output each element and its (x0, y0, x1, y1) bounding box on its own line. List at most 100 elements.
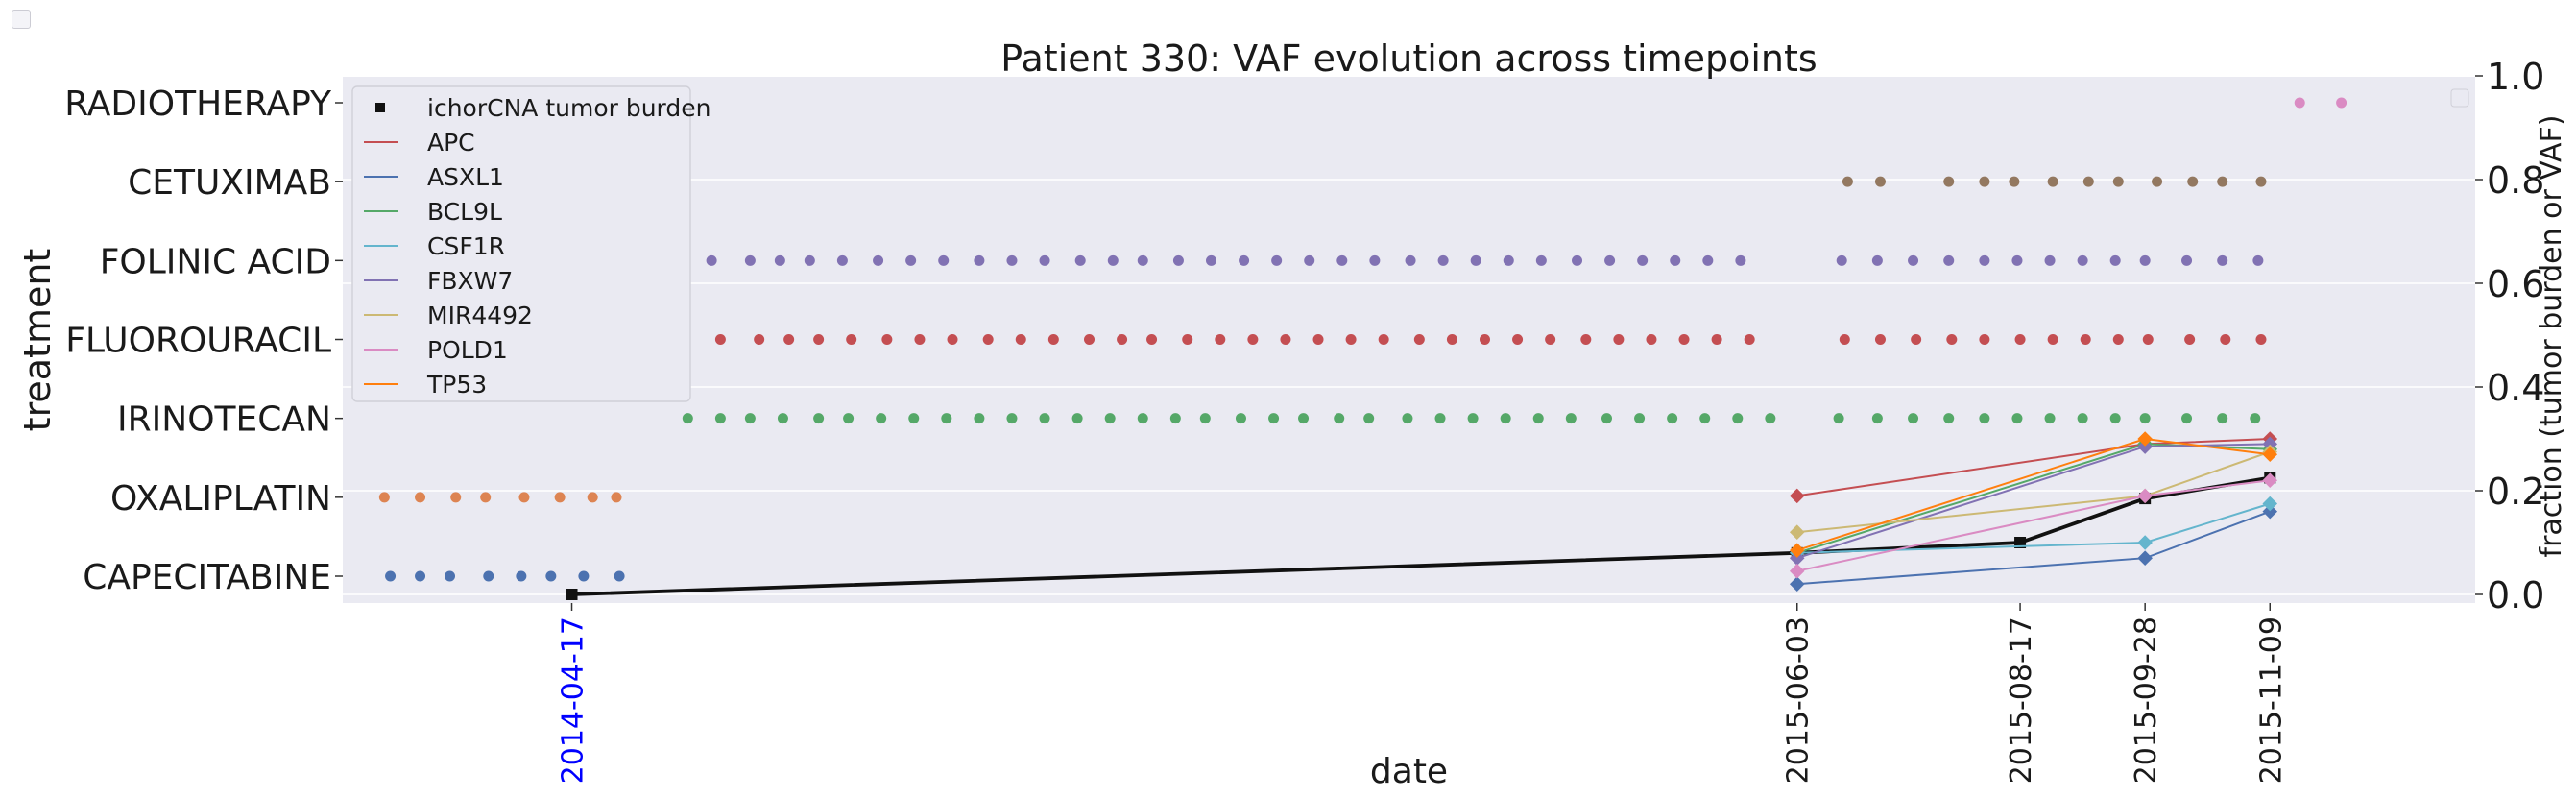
treatment-point (813, 413, 825, 424)
treatment-point (587, 492, 598, 503)
treatment-point (2255, 176, 2267, 187)
treatment-point (1215, 334, 1226, 345)
treatment-point (2181, 254, 2193, 266)
treatment-point (1363, 413, 1375, 424)
treatment-point (2217, 413, 2228, 424)
series-tp53 (1789, 431, 2278, 558)
treatment-point (1908, 413, 1919, 424)
treatment-point (578, 570, 590, 582)
treatment-point (706, 254, 717, 266)
treatment-point (2011, 413, 2023, 424)
treatment-point (1298, 413, 1310, 424)
treatment-point (2255, 334, 2267, 345)
treatment-point (1074, 254, 1086, 266)
treatment-point (2250, 413, 2261, 424)
treatment-point (1369, 254, 1381, 266)
left-tick-label: OXALIPLATIN (110, 479, 331, 519)
treatment-point (518, 492, 530, 503)
treatment-point (385, 570, 397, 582)
treatment-point (1871, 254, 1883, 266)
treatment-point (1104, 413, 1116, 424)
treatment-point (1979, 413, 1990, 424)
treatment-point (2112, 334, 2124, 345)
treatment-point (974, 413, 985, 424)
treatment-point (378, 492, 390, 503)
treatment-point (2014, 334, 2026, 345)
treatment-point (846, 334, 857, 345)
treatment-point (941, 413, 952, 424)
legend-entry: BCL9L (364, 198, 502, 226)
treatment-point (1979, 254, 1990, 266)
treatment-point (1732, 413, 1744, 424)
series-pold1 (1789, 472, 2278, 579)
treatment-point (873, 254, 884, 266)
treatment-point (1039, 254, 1050, 266)
treatment-point (1235, 413, 1246, 424)
treatment-point (1535, 254, 1547, 266)
secondary-legend-box (2450, 88, 2469, 108)
treatment-point (2077, 254, 2088, 266)
treatment-point (1280, 334, 1291, 345)
grid-lines (343, 75, 2475, 595)
right-tick-label: 0.6 (2487, 263, 2544, 305)
treatment-point (1268, 413, 1280, 424)
treatment-point (2044, 413, 2056, 424)
treatment-point (982, 334, 994, 345)
treatment-point (2109, 413, 2121, 424)
x-axis-label: date (1370, 752, 1448, 791)
legend-label: APC (427, 129, 475, 157)
treatment-point (1512, 334, 1524, 345)
treatment-point (2082, 176, 2094, 187)
treatment-point (2047, 334, 2058, 345)
treatment-point (483, 570, 494, 582)
treatment-point (1545, 334, 1556, 345)
treatment-point (1744, 334, 1755, 345)
treatment-point (744, 254, 756, 266)
treatment-point (516, 570, 527, 582)
treatment-point (1646, 334, 1657, 345)
treatment-point (1378, 334, 1389, 345)
treatment-point (876, 413, 887, 424)
treatment-point (1678, 334, 1690, 345)
vaf-series (566, 431, 2278, 600)
treatment-point (1015, 334, 1026, 345)
legend-label: BCL9L (427, 198, 502, 226)
legend-entry: POLD1 (364, 336, 508, 364)
treatment-point (1434, 413, 1446, 424)
treatment-point (554, 492, 566, 503)
treatment-point (1336, 254, 1348, 266)
treatment-point (1446, 334, 1457, 345)
treatment-point (1039, 413, 1050, 424)
treatment-point (1839, 334, 1850, 345)
data-point (1789, 543, 1805, 558)
treatment-point (1908, 254, 1919, 266)
treatment-point (2181, 413, 2193, 424)
left-tick-label: FLUOROURACIL (65, 322, 331, 361)
treatment-point (1334, 413, 1345, 424)
treatment-point (545, 570, 557, 582)
treatment-point (2217, 176, 2228, 187)
right-tick-label: 0.4 (2487, 367, 2544, 409)
legend-entry: CSF1R (364, 232, 505, 260)
treatment-point (1107, 254, 1119, 266)
right-y-axis-label: fraction (tumor burden or VAF) (2535, 115, 2568, 558)
treatment-point (2009, 176, 2020, 187)
treatment-point (1345, 334, 1357, 345)
treatment-point (1532, 413, 1544, 424)
right-tick-label: 0.2 (2487, 471, 2544, 513)
treatment-point (1199, 413, 1211, 424)
treatment-point (1413, 334, 1425, 345)
toolbar-checkbox[interactable] (12, 10, 31, 29)
treatment-point (1711, 334, 1722, 345)
treatment-point (1071, 413, 1083, 424)
x-tick-label: 2014-04-17 (557, 617, 590, 784)
treatment-point (1304, 254, 1315, 266)
treatment-point (1572, 254, 1583, 266)
legend-label: POLD1 (427, 336, 508, 364)
treatment-point (774, 254, 785, 266)
treatment-point (1842, 176, 1853, 187)
x-tick-label: 2015-11-09 (2254, 617, 2288, 784)
treatment-point (2252, 254, 2264, 266)
treatment-point (947, 334, 958, 345)
treatment-point (480, 492, 492, 503)
